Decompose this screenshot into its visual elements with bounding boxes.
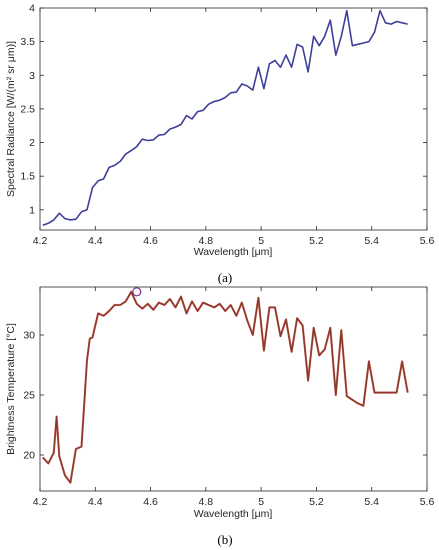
y-tick-label: 2.5 [20,103,35,115]
x-tick-label: 4.8 [199,496,214,508]
max-marker [132,287,142,297]
x-tick-label: 5.6 [420,496,435,508]
plot-area-frame [39,286,428,492]
y-tick-label: 30 [23,330,35,342]
x-tick-label: 4.4 [88,235,103,247]
y-tick-label: 4 [29,3,35,15]
x-tick-label: 4.6 [143,496,158,508]
x-axis-label: Wavelength [μm] [194,508,273,520]
x-tick-label: 5 [258,496,264,508]
series [41,287,409,484]
y-tick-label: 1.5 [20,171,35,183]
temperature-chart: 4.2 4.4 4.6 4.8 5 5.2 5.4 5.6 20 25 30 Wavelength… [5,286,435,547]
y-tick-label: 2 [29,137,35,149]
x-tick-label: 4.2 [33,235,48,247]
series-line [42,9,408,227]
x-tick-label: 4.2 [33,496,48,508]
x-tick-label: 4.4 [88,496,103,508]
x-tick-label: 4.8 [199,235,214,247]
x-tick-label: 5 [258,235,264,247]
y-axis-label: Spectral Radiance [W/(m² sr μm)] [5,41,17,197]
x-axis-label: Wavelength [μm] [194,246,273,258]
radiance-chart: 4.2 4.4 4.6 4.8 5 5.2 5.4 5.6 1 1.5 2 2.5 3 3.5 4 Wav… [5,3,434,286]
y-tick-label: 1 [29,204,35,216]
x-tick-label: 5.6 [420,235,435,247]
y-axis-label: Brightness Temperature [°C] [5,323,17,455]
x-axis-ticks: 4.2 4.4 4.6 4.8 5 5.2 5.4 5.6 [33,8,435,247]
plot-area-frame [39,7,428,231]
y-tick-label: 20 [23,450,35,462]
x-tick-label: 5.2 [309,496,324,508]
x-tick-label: 5.2 [309,235,324,247]
series-highlight-line [41,290,409,484]
x-axis-ticks: 4.2 4.4 4.6 4.8 5 5.2 5.4 5.6 [33,287,435,508]
y-axis-ticks: 20 25 30 [23,330,427,462]
panel-caption: (a) [218,270,232,285]
y-axis-ticks: 1 1.5 2 2.5 3 3.5 4 [20,3,427,216]
y-tick-label: 3.5 [20,36,35,48]
series [42,9,408,227]
y-tick-label: 3 [29,70,35,82]
x-tick-label: 5.4 [364,235,379,247]
x-tick-label: 4.6 [143,235,158,247]
y-tick-label: 25 [23,390,35,402]
x-tick-label: 5.4 [364,496,379,508]
panel-caption: (b) [217,532,232,547]
